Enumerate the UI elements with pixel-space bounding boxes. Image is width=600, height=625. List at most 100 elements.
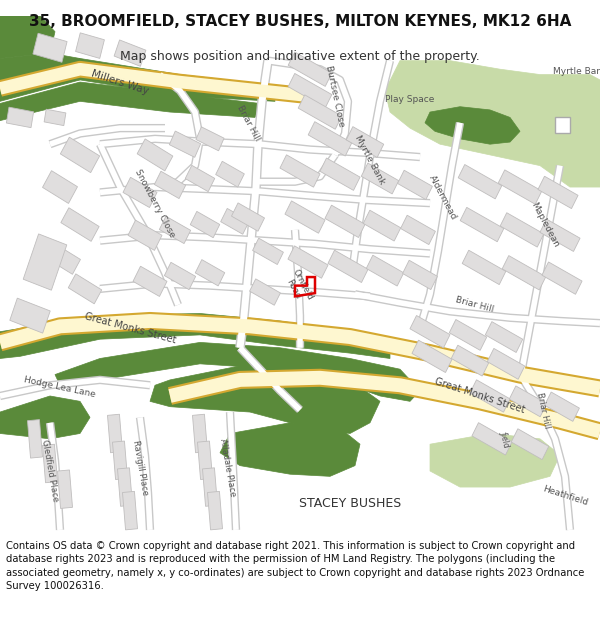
Polygon shape bbox=[470, 380, 510, 412]
Polygon shape bbox=[44, 109, 66, 126]
Polygon shape bbox=[28, 419, 43, 458]
Polygon shape bbox=[40, 239, 80, 274]
Polygon shape bbox=[112, 441, 128, 479]
Polygon shape bbox=[500, 213, 544, 247]
Polygon shape bbox=[430, 434, 560, 487]
Polygon shape bbox=[202, 468, 218, 506]
Polygon shape bbox=[122, 491, 137, 530]
Polygon shape bbox=[154, 171, 185, 199]
Polygon shape bbox=[185, 166, 215, 192]
Polygon shape bbox=[288, 52, 332, 86]
Text: Millers Way: Millers Way bbox=[90, 68, 150, 96]
Polygon shape bbox=[498, 170, 542, 204]
Polygon shape bbox=[220, 422, 360, 476]
Polygon shape bbox=[0, 314, 390, 359]
Text: Aldermead: Aldermead bbox=[427, 174, 458, 222]
Polygon shape bbox=[61, 137, 100, 172]
Text: Gledfield Place: Gledfield Place bbox=[40, 439, 60, 503]
Polygon shape bbox=[128, 220, 162, 251]
Polygon shape bbox=[208, 491, 223, 530]
Polygon shape bbox=[250, 279, 280, 305]
Polygon shape bbox=[23, 234, 67, 290]
Polygon shape bbox=[118, 468, 133, 506]
Text: ƒield: ƒield bbox=[499, 430, 511, 448]
Polygon shape bbox=[197, 441, 212, 479]
Polygon shape bbox=[403, 260, 437, 289]
Text: Ravigill Place: Ravigill Place bbox=[131, 439, 149, 496]
Text: Contains OS data © Crown copyright and database right 2021. This information is : Contains OS data © Crown copyright and d… bbox=[6, 541, 584, 591]
Polygon shape bbox=[196, 127, 224, 151]
Polygon shape bbox=[363, 210, 401, 241]
Polygon shape bbox=[280, 155, 320, 187]
Text: Snowberry Close: Snowberry Close bbox=[133, 168, 177, 239]
Polygon shape bbox=[7, 107, 34, 128]
Text: Great Monks Street: Great Monks Street bbox=[434, 377, 526, 416]
Polygon shape bbox=[133, 266, 167, 296]
Polygon shape bbox=[449, 319, 487, 351]
Polygon shape bbox=[538, 176, 578, 209]
Text: Burtsee Close: Burtsee Close bbox=[324, 64, 346, 128]
Text: Heathfield: Heathfield bbox=[541, 484, 589, 507]
Polygon shape bbox=[0, 16, 55, 59]
Polygon shape bbox=[451, 345, 489, 376]
Text: Map shows position and indicative extent of the property.: Map shows position and indicative extent… bbox=[120, 49, 480, 62]
Polygon shape bbox=[509, 386, 547, 417]
Polygon shape bbox=[10, 298, 50, 333]
Polygon shape bbox=[502, 256, 546, 290]
Polygon shape bbox=[253, 238, 283, 264]
Polygon shape bbox=[195, 259, 225, 286]
Polygon shape bbox=[193, 414, 208, 452]
Polygon shape bbox=[366, 255, 404, 286]
Text: 35, BROOMFIELD, STACEY BUSHES, MILTON KEYNES, MK12 6HA: 35, BROOMFIELD, STACEY BUSHES, MILTON KE… bbox=[29, 14, 571, 29]
Text: Great Monks Street: Great Monks Street bbox=[83, 311, 177, 346]
Polygon shape bbox=[542, 262, 582, 294]
Polygon shape bbox=[285, 201, 325, 233]
Polygon shape bbox=[540, 219, 580, 251]
Polygon shape bbox=[107, 414, 122, 452]
Polygon shape bbox=[0, 82, 260, 121]
Polygon shape bbox=[361, 163, 399, 194]
Polygon shape bbox=[137, 139, 173, 171]
Text: Briar Hill: Briar Hill bbox=[535, 391, 551, 429]
Polygon shape bbox=[458, 164, 502, 199]
Text: Briar Hill: Briar Hill bbox=[455, 296, 495, 314]
Text: Myrtle Bank: Myrtle Bank bbox=[353, 134, 387, 186]
Polygon shape bbox=[33, 33, 67, 62]
Polygon shape bbox=[76, 33, 104, 58]
Text: Briar Hill: Briar Hill bbox=[235, 103, 261, 142]
Polygon shape bbox=[58, 470, 73, 508]
Polygon shape bbox=[288, 74, 332, 108]
Polygon shape bbox=[346, 127, 384, 158]
Polygon shape bbox=[169, 131, 200, 158]
Polygon shape bbox=[215, 161, 244, 187]
Polygon shape bbox=[190, 211, 220, 238]
Polygon shape bbox=[545, 392, 580, 421]
Polygon shape bbox=[0, 53, 80, 85]
Text: Play Space: Play Space bbox=[385, 95, 434, 104]
Polygon shape bbox=[412, 340, 452, 372]
Polygon shape bbox=[325, 205, 365, 238]
Text: Mapledean: Mapledean bbox=[529, 201, 560, 249]
Polygon shape bbox=[123, 177, 157, 208]
Polygon shape bbox=[164, 262, 196, 289]
Polygon shape bbox=[462, 250, 506, 284]
Polygon shape bbox=[460, 208, 504, 242]
Text: Alladale Place: Alladale Place bbox=[218, 438, 238, 498]
Polygon shape bbox=[385, 61, 600, 187]
Polygon shape bbox=[555, 118, 570, 134]
Text: Hodge Lea Lane: Hodge Lea Lane bbox=[23, 376, 97, 399]
Polygon shape bbox=[485, 322, 523, 352]
Polygon shape bbox=[425, 107, 520, 144]
Polygon shape bbox=[328, 250, 368, 282]
Polygon shape bbox=[43, 171, 77, 204]
Polygon shape bbox=[308, 122, 352, 156]
Polygon shape bbox=[232, 203, 265, 231]
Polygon shape bbox=[0, 59, 275, 101]
Text: STACEY BUSHES: STACEY BUSHES bbox=[299, 497, 401, 509]
Polygon shape bbox=[288, 246, 328, 278]
Polygon shape bbox=[511, 429, 549, 459]
Polygon shape bbox=[398, 170, 433, 199]
Polygon shape bbox=[61, 208, 99, 241]
Polygon shape bbox=[221, 208, 250, 234]
Polygon shape bbox=[298, 95, 342, 129]
